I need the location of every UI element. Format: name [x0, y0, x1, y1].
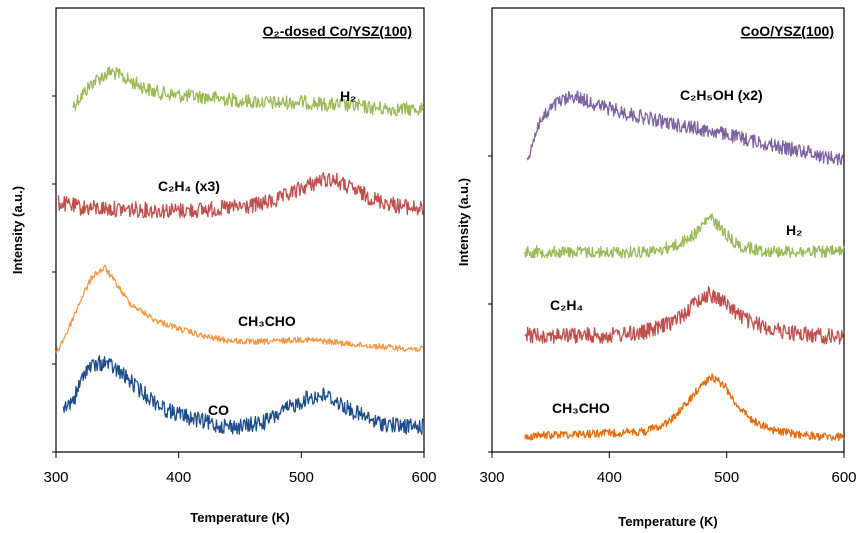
- left-plot-frame: [55, 7, 425, 453]
- series-line-right-2: [524, 286, 845, 345]
- left-panel: O₂-dosed Co/YSZ(100) Intensity (a.u.) Te…: [10, 7, 437, 525]
- left-ticks: 300 400 500 600: [43, 95, 437, 486]
- left-x-axis-title: Temperature (K): [190, 510, 289, 525]
- series-label: CH₃CHO: [238, 313, 296, 329]
- series-label: CH₃CHO: [552, 400, 610, 416]
- x-tick-label: 400: [166, 469, 191, 486]
- series-label: C₂H₄ (x3): [158, 178, 220, 194]
- series-line-left-3: [62, 355, 424, 435]
- x-tick-label: 400: [597, 469, 622, 486]
- series-line-right-0: [526, 90, 844, 166]
- series-label: CO: [208, 402, 229, 418]
- left-panel-title: O₂-dosed Co/YSZ(100): [263, 23, 412, 39]
- series-line-left-1: [57, 171, 425, 219]
- x-tick-label: 300: [43, 469, 68, 486]
- right-x-axis-title: Temperature (K): [618, 514, 717, 529]
- right-traces: [524, 90, 845, 442]
- left-y-axis-title: Intensity (a.u.): [10, 186, 25, 274]
- x-tick-label: 600: [411, 469, 436, 486]
- right-plot-frame: [491, 7, 845, 453]
- left-series-labels: H₂ C₂H₄ (x3) CH₃CHO CO: [158, 88, 356, 418]
- x-tick-label: 300: [479, 469, 504, 486]
- series-line-left-0: [72, 66, 425, 117]
- series-line-right-3: [524, 373, 845, 442]
- series-label: H₂: [340, 88, 356, 104]
- series-line-left-2: [55, 265, 424, 354]
- right-panel-title: CoO/YSZ(100): [741, 23, 834, 39]
- left-traces: [55, 66, 425, 435]
- series-label: C₂H₅OH (x2): [680, 87, 763, 103]
- right-y-axis-title: Intensity (a.u.): [456, 178, 471, 266]
- series-label: H₂: [786, 222, 802, 238]
- series-line-right-1: [524, 213, 845, 259]
- x-tick-label: 500: [289, 469, 314, 486]
- right-ticks: 300 400 500 600: [479, 155, 857, 486]
- right-series-labels: C₂H₅OH (x2) H₂ C₂H₄ CH₃CHO: [550, 87, 802, 416]
- right-panel: CoO/YSZ(100) Intensity (a.u.) Temperatur…: [456, 7, 857, 529]
- series-label: C₂H₄: [550, 297, 583, 313]
- x-tick-label: 600: [831, 469, 856, 486]
- x-tick-label: 500: [714, 469, 739, 486]
